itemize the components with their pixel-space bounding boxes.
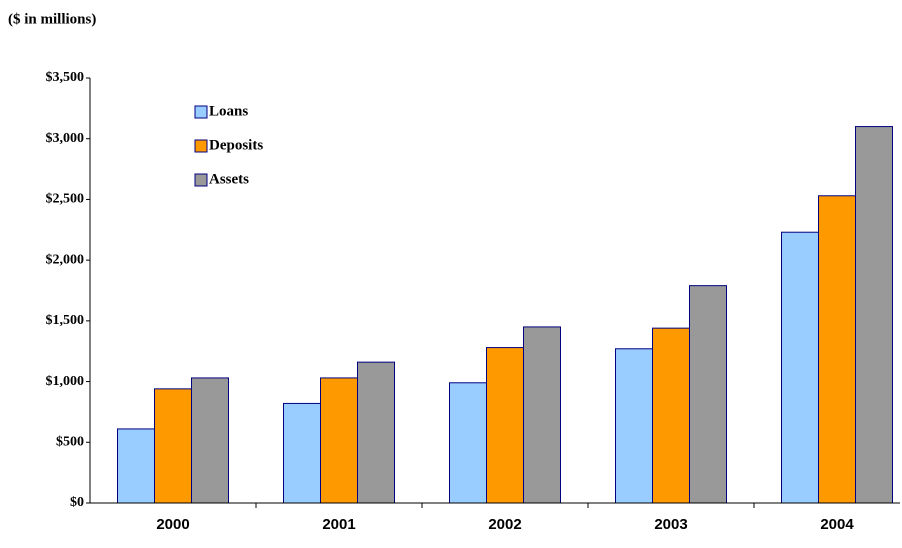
y-tick-label: $3,000 xyxy=(46,131,85,146)
legend-swatch xyxy=(194,139,208,153)
x-tick-label: 2001 xyxy=(322,516,355,533)
bar xyxy=(818,195,856,504)
bar xyxy=(449,382,487,504)
bar xyxy=(154,388,192,504)
bar xyxy=(283,402,321,504)
x-tick-label: 2003 xyxy=(654,516,687,533)
bar xyxy=(689,285,727,504)
bar xyxy=(117,428,155,504)
y-tick-label: $1,000 xyxy=(46,374,85,389)
bar xyxy=(652,327,690,504)
legend-label: Loans xyxy=(209,103,248,119)
y-tick-label: $1,500 xyxy=(46,313,85,328)
legend-swatch xyxy=(194,173,208,187)
y-tick-label: $3,500 xyxy=(46,70,85,85)
legend-label: Deposits xyxy=(209,137,263,153)
y-tick-label: $0 xyxy=(70,495,84,510)
chart-subtitle: ($ in millions) xyxy=(8,11,96,27)
legend-swatch xyxy=(194,105,208,119)
legend-label: Assets xyxy=(209,171,249,187)
bar xyxy=(781,231,819,504)
bar xyxy=(523,326,561,504)
x-tick-label: 2000 xyxy=(156,516,189,533)
y-tick-label: $2,000 xyxy=(46,252,85,267)
bar xyxy=(615,348,653,504)
bar xyxy=(486,347,524,504)
bar xyxy=(357,361,395,504)
y-tick-label: $2,500 xyxy=(46,192,85,207)
x-tick-label: 2004 xyxy=(820,516,854,533)
bar xyxy=(855,126,893,504)
y-tick-label: $500 xyxy=(56,435,84,450)
bar xyxy=(191,377,229,504)
bar xyxy=(320,377,358,504)
x-tick-label: 2002 xyxy=(488,516,521,533)
